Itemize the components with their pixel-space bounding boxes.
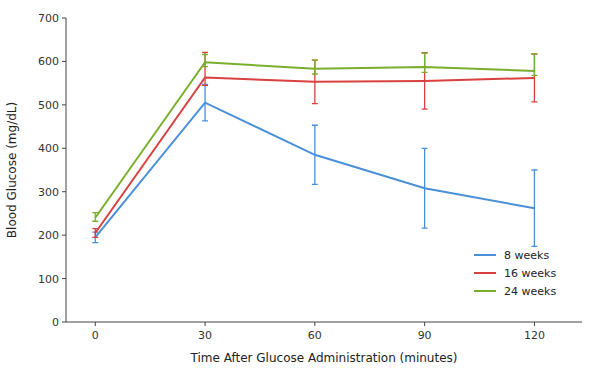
y-tick	[62, 322, 66, 323]
x-tick-label: 60	[308, 329, 322, 342]
y-axis-label: Blood Glucose (mg/dL)	[5, 102, 19, 238]
y-tick-label: 500	[38, 99, 59, 112]
error-bar	[531, 170, 537, 246]
legend: 8 weeks 16 weeks 24 weeks	[474, 249, 556, 298]
x-tick	[314, 322, 315, 326]
x-axis-label: Time After Glucose Administration (minut…	[190, 351, 458, 365]
error-bar	[422, 53, 428, 72]
error-bar	[202, 54, 208, 66]
legend-label: 8 weeks	[504, 249, 549, 262]
x-tick-label: 120	[524, 329, 545, 342]
x-tick	[534, 322, 535, 326]
y-tick-label: 0	[52, 316, 59, 329]
error-bar	[92, 229, 98, 238]
y-tick-label: 100	[38, 273, 59, 286]
y-tick	[62, 191, 66, 192]
error-bar	[202, 84, 208, 120]
y-tick-label: 300	[38, 186, 59, 199]
error-bar	[531, 54, 537, 76]
y-tick	[62, 104, 66, 105]
error-bar	[202, 52, 208, 85]
x-tick	[95, 322, 96, 326]
y-tick	[62, 18, 66, 19]
y-tick	[62, 235, 66, 236]
legend-label: 24 weeks	[504, 285, 556, 298]
series-line	[95, 62, 534, 217]
x-tick	[424, 322, 425, 326]
error-bar	[531, 54, 537, 102]
legend-label: 16 weeks	[504, 267, 556, 280]
x-tick-label: 30	[198, 329, 212, 342]
y-tick	[62, 278, 66, 279]
y-axis	[66, 18, 67, 322]
y-tick-label: 400	[38, 142, 59, 155]
y-tick-label: 200	[38, 229, 59, 242]
error-bar	[312, 125, 318, 184]
error-bar	[422, 148, 428, 228]
x-tick-label: 0	[92, 329, 99, 342]
legend-swatch	[474, 254, 496, 256]
x-tick	[205, 322, 206, 326]
x-axis	[66, 322, 582, 323]
y-tick-label: 600	[38, 55, 59, 68]
legend-swatch	[474, 290, 496, 292]
error-bar	[92, 213, 98, 222]
chart: 0 30 60 90 120 0 100 200 300 400 500 600 700 Time Aft…	[0, 0, 600, 374]
error-bar	[312, 60, 318, 74]
y-tick	[62, 148, 66, 149]
background	[0, 0, 600, 374]
x-tick-label: 90	[418, 329, 432, 342]
y-tick-label: 700	[38, 12, 59, 25]
plot-area	[92, 52, 537, 246]
y-tick	[62, 61, 66, 62]
legend-swatch	[474, 272, 496, 274]
error-bar	[312, 60, 318, 103]
error-bar	[422, 53, 428, 109]
